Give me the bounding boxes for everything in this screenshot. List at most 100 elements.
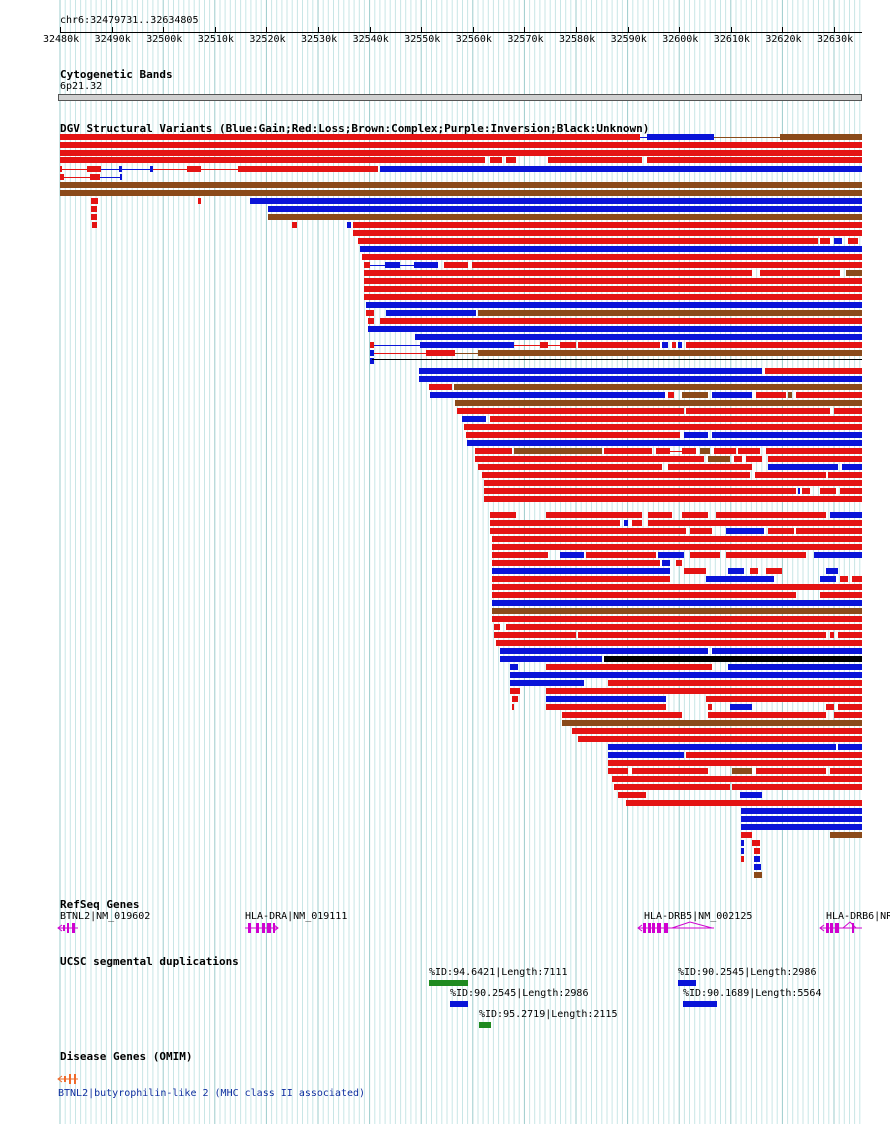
structural-variant[interactable] xyxy=(492,560,660,566)
structural-variant[interactable] xyxy=(632,768,708,774)
structural-variant[interactable] xyxy=(658,552,684,558)
structural-variant[interactable] xyxy=(492,592,796,598)
structural-variant[interactable] xyxy=(60,190,862,196)
structural-variant[interactable] xyxy=(738,448,760,454)
structural-variant[interactable] xyxy=(796,392,862,398)
structural-variant[interactable] xyxy=(700,448,710,454)
structural-variant[interactable] xyxy=(364,286,862,292)
structural-variant[interactable] xyxy=(562,712,682,718)
structural-variant[interactable] xyxy=(510,680,584,686)
structural-variant[interactable] xyxy=(741,832,752,838)
structural-variant[interactable] xyxy=(380,166,862,172)
structural-variant[interactable] xyxy=(492,568,670,574)
structural-variant[interactable] xyxy=(454,384,862,390)
structural-variant[interactable] xyxy=(490,157,502,163)
structural-variant[interactable] xyxy=(662,342,668,348)
structural-variant[interactable] xyxy=(741,824,862,830)
structural-variant[interactable] xyxy=(706,696,862,702)
structural-variant[interactable] xyxy=(768,528,794,534)
structural-variant[interactable] xyxy=(760,270,840,276)
structural-variant[interactable] xyxy=(766,568,782,574)
structural-variant[interactable] xyxy=(444,262,468,268)
structural-variant[interactable] xyxy=(714,448,736,454)
structural-variant[interactable] xyxy=(370,350,374,356)
structural-variant[interactable] xyxy=(510,664,518,670)
omim-track-title[interactable]: Disease Genes (OMIM) xyxy=(60,1050,193,1063)
structural-variant[interactable] xyxy=(464,424,862,430)
structural-variant[interactable] xyxy=(482,472,750,478)
structural-variant[interactable] xyxy=(838,704,862,710)
structural-variant[interactable] xyxy=(60,134,640,140)
structural-variant[interactable] xyxy=(656,448,670,454)
structural-variant[interactable] xyxy=(728,568,744,574)
structural-variant[interactable] xyxy=(419,376,862,382)
structural-variant[interactable] xyxy=(604,448,652,454)
structural-variant[interactable] xyxy=(834,408,862,414)
structural-variant[interactable] xyxy=(754,872,762,878)
segdup-label[interactable]: %ID:90.1689|Length:5564 xyxy=(683,988,822,999)
structural-variant[interactable] xyxy=(506,624,862,630)
structural-variant[interactable] xyxy=(668,392,674,398)
segdup-label[interactable]: %ID:95.2719|Length:2115 xyxy=(479,1009,618,1020)
structural-variant[interactable] xyxy=(788,392,792,398)
segdup-bar[interactable] xyxy=(450,1001,468,1007)
structural-variant[interactable] xyxy=(540,342,548,348)
gene-label-hla-dra[interactable]: HLA-DRA|NM_019111 xyxy=(245,911,348,922)
structural-variant[interactable] xyxy=(741,808,862,814)
structural-variant[interactable] xyxy=(87,166,101,172)
structural-variant[interactable] xyxy=(546,512,642,518)
structural-variant[interactable] xyxy=(562,720,862,726)
structural-variant[interactable] xyxy=(684,432,708,438)
structural-variant[interactable] xyxy=(492,616,862,622)
structural-variant[interactable] xyxy=(546,696,666,702)
gene-label-hla-drb6[interactable]: HLA-DRB6|NR xyxy=(826,911,890,922)
structural-variant[interactable] xyxy=(690,552,720,558)
omim-gene-glyph[interactable] xyxy=(56,1072,80,1086)
structural-variant[interactable] xyxy=(494,624,500,630)
structural-variant[interactable] xyxy=(796,528,862,534)
structural-variant[interactable] xyxy=(686,752,862,758)
structural-variant[interactable] xyxy=(734,456,742,462)
structural-variant[interactable] xyxy=(726,528,764,534)
structural-variant[interactable] xyxy=(608,752,684,758)
structural-variant[interactable] xyxy=(648,520,862,526)
segdup-bar[interactable] xyxy=(683,1001,717,1007)
segdup-track-title[interactable]: UCSC segmental duplications xyxy=(60,955,239,968)
structural-variant[interactable] xyxy=(353,230,862,236)
structural-variant[interactable] xyxy=(765,368,862,374)
structural-variant[interactable] xyxy=(366,310,374,316)
structural-variant[interactable] xyxy=(752,840,760,846)
structural-variant[interactable] xyxy=(560,552,584,558)
segdup-label[interactable]: %ID:94.6421|Length:7111 xyxy=(429,967,568,978)
structural-variant[interactable] xyxy=(492,576,670,582)
structural-variant[interactable] xyxy=(741,840,744,846)
structural-variant[interactable] xyxy=(500,648,708,654)
cytoband-ideogram[interactable] xyxy=(58,94,862,101)
structural-variant[interactable] xyxy=(712,648,862,654)
structural-variant[interactable] xyxy=(484,480,862,486)
structural-variant[interactable] xyxy=(548,157,642,163)
gene-label-hla-drb5[interactable]: HLA-DRB5|NM_002125 xyxy=(644,911,753,922)
structural-variant[interactable] xyxy=(475,448,512,454)
structural-variant[interactable] xyxy=(364,294,862,300)
structural-variant[interactable] xyxy=(512,704,514,710)
structural-variant[interactable] xyxy=(490,520,620,526)
dgv-track-title[interactable]: DGV Structural Variants (Blue:Gain;Red:L… xyxy=(60,122,650,135)
structural-variant[interactable] xyxy=(484,496,862,502)
structural-variant[interactable] xyxy=(690,528,712,534)
omim-gene-label[interactable]: BTNL2|butyrophilin-like 2 (MHC class II … xyxy=(58,1088,366,1099)
structural-variant[interactable] xyxy=(415,334,862,340)
structural-variant[interactable] xyxy=(754,848,760,854)
structural-variant[interactable] xyxy=(766,448,862,454)
structural-variant[interactable] xyxy=(362,254,862,260)
structural-variant[interactable] xyxy=(490,528,686,534)
structural-variant[interactable] xyxy=(732,784,862,790)
structural-variant[interactable] xyxy=(368,318,374,324)
structural-variant[interactable] xyxy=(830,832,862,838)
structural-variant[interactable] xyxy=(385,262,400,268)
structural-variant[interactable] xyxy=(370,342,374,348)
structural-variant[interactable] xyxy=(684,568,706,574)
structural-variant[interactable] xyxy=(682,392,708,398)
structural-variant[interactable] xyxy=(647,134,714,140)
structural-variant[interactable] xyxy=(512,696,518,702)
